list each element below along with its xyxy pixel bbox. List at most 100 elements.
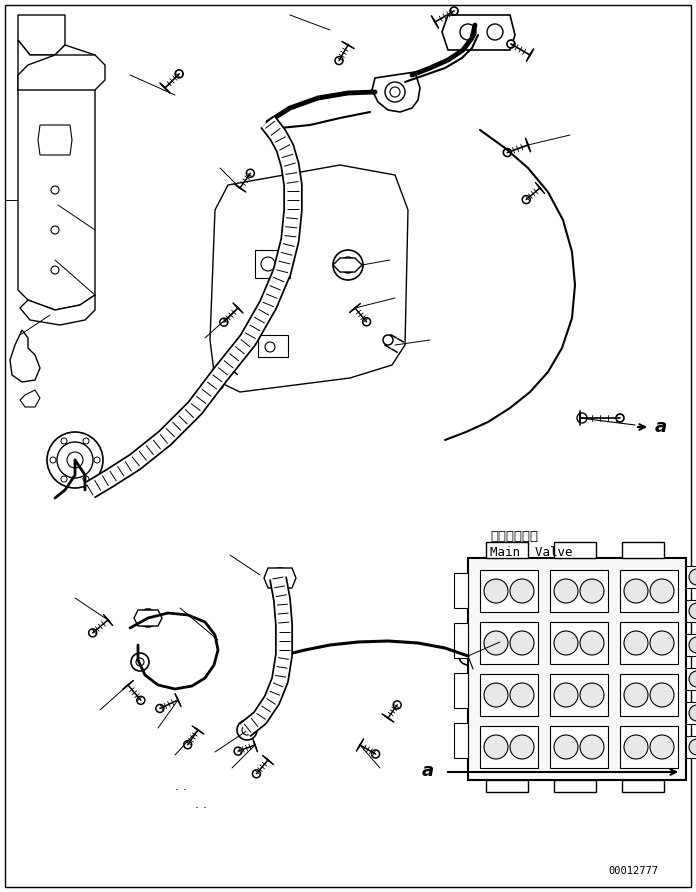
Circle shape <box>57 442 93 478</box>
Circle shape <box>237 720 257 740</box>
Circle shape <box>689 637 696 653</box>
Circle shape <box>261 257 275 271</box>
Circle shape <box>94 457 100 463</box>
Bar <box>480 674 538 716</box>
Circle shape <box>51 226 59 234</box>
Circle shape <box>503 149 512 156</box>
Circle shape <box>83 476 89 482</box>
Circle shape <box>689 671 696 687</box>
Circle shape <box>253 770 260 778</box>
Circle shape <box>577 413 587 423</box>
Circle shape <box>510 579 534 603</box>
Bar <box>550 674 608 716</box>
Circle shape <box>265 342 275 352</box>
Bar <box>686 634 696 656</box>
Circle shape <box>459 647 477 665</box>
Circle shape <box>51 186 59 194</box>
Text: 00012777: 00012777 <box>608 866 658 876</box>
Bar <box>620 674 678 716</box>
Circle shape <box>275 573 285 583</box>
Circle shape <box>390 87 400 97</box>
Bar <box>686 736 696 758</box>
Circle shape <box>554 683 578 707</box>
Circle shape <box>624 683 648 707</box>
Polygon shape <box>18 55 105 90</box>
Circle shape <box>689 705 696 721</box>
Circle shape <box>335 56 343 64</box>
Circle shape <box>246 169 254 178</box>
Bar <box>480 570 538 612</box>
Circle shape <box>650 579 674 603</box>
Polygon shape <box>372 72 420 112</box>
Polygon shape <box>333 258 362 272</box>
Circle shape <box>340 257 356 273</box>
Circle shape <box>184 740 191 748</box>
Circle shape <box>50 457 56 463</box>
Circle shape <box>144 614 152 622</box>
Circle shape <box>554 631 578 655</box>
Circle shape <box>215 381 223 389</box>
Text: . .: . . <box>175 780 187 793</box>
Bar <box>622 542 664 558</box>
Circle shape <box>61 476 67 482</box>
Circle shape <box>88 629 97 637</box>
Bar <box>550 726 608 768</box>
Bar <box>686 566 696 588</box>
Bar <box>454 573 468 608</box>
Circle shape <box>450 7 458 15</box>
Bar <box>620 622 678 664</box>
Bar <box>550 622 608 664</box>
Polygon shape <box>38 125 72 155</box>
Polygon shape <box>264 568 296 588</box>
Circle shape <box>156 705 164 713</box>
Circle shape <box>49 134 61 146</box>
Circle shape <box>554 735 578 759</box>
Circle shape <box>624 631 648 655</box>
Bar <box>620 726 678 768</box>
Circle shape <box>650 683 674 707</box>
Circle shape <box>689 603 696 619</box>
Bar <box>454 723 468 758</box>
Circle shape <box>61 438 67 444</box>
Circle shape <box>689 739 696 755</box>
Circle shape <box>51 266 59 274</box>
Circle shape <box>487 24 503 40</box>
Polygon shape <box>20 295 95 325</box>
Circle shape <box>510 735 534 759</box>
Circle shape <box>650 735 674 759</box>
Circle shape <box>83 438 89 444</box>
Circle shape <box>460 24 476 40</box>
Bar <box>486 542 528 558</box>
Circle shape <box>175 70 183 78</box>
Circle shape <box>385 82 405 102</box>
Polygon shape <box>20 390 40 407</box>
Bar <box>620 570 678 612</box>
Circle shape <box>383 335 393 345</box>
Circle shape <box>242 725 252 735</box>
Bar <box>454 623 468 658</box>
Circle shape <box>363 318 370 326</box>
Circle shape <box>510 631 534 655</box>
Circle shape <box>580 631 604 655</box>
Bar <box>550 570 608 612</box>
Circle shape <box>136 658 144 666</box>
Bar <box>255 250 290 278</box>
Text: メインバルブ: メインバルブ <box>490 530 538 543</box>
Bar <box>554 542 596 558</box>
Bar <box>454 673 468 708</box>
Bar <box>258 335 288 357</box>
Circle shape <box>484 631 508 655</box>
Circle shape <box>131 653 149 671</box>
Polygon shape <box>18 15 65 55</box>
Circle shape <box>689 569 696 585</box>
Circle shape <box>650 631 674 655</box>
Bar <box>686 600 696 622</box>
Bar <box>554 780 596 792</box>
Circle shape <box>554 579 578 603</box>
Circle shape <box>507 40 515 48</box>
Circle shape <box>484 735 508 759</box>
Bar <box>486 780 528 792</box>
Polygon shape <box>134 610 162 626</box>
Text: a: a <box>422 762 434 780</box>
Polygon shape <box>10 330 40 382</box>
